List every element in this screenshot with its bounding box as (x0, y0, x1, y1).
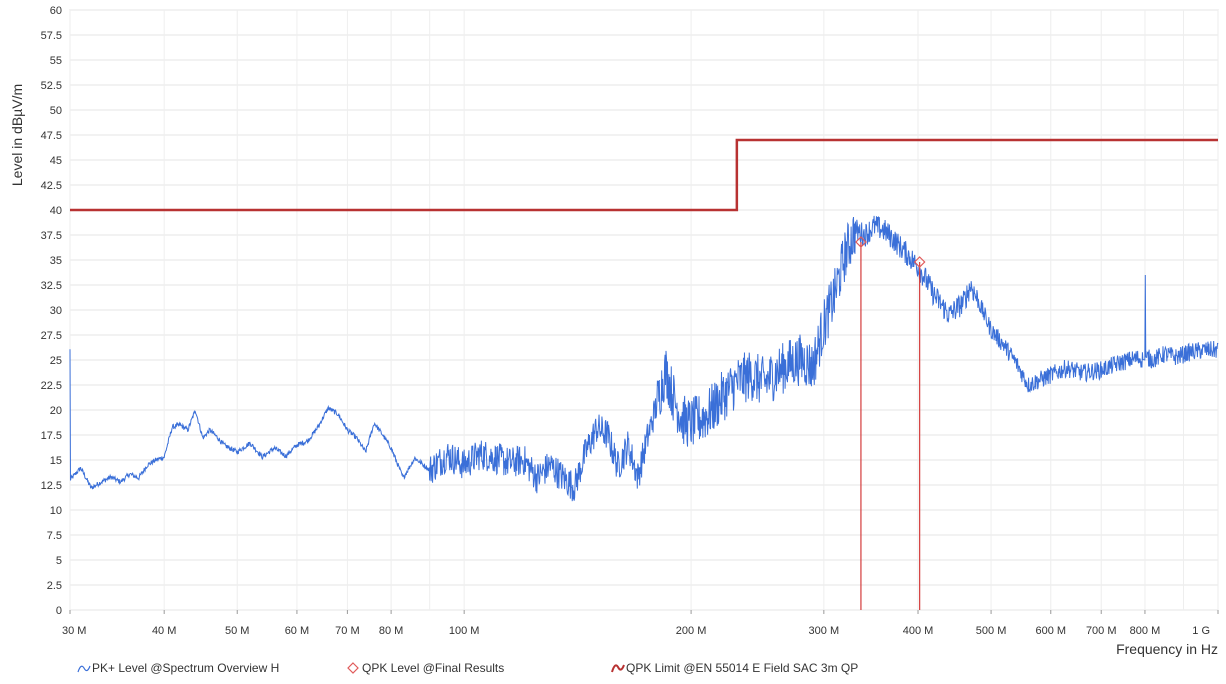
legend-label: QPK Level @Final Results (362, 661, 504, 675)
y-tick-label: 55 (50, 55, 62, 67)
y-tick-label: 7.5 (47, 530, 62, 542)
y-tick-label: 40 (50, 205, 62, 217)
y-tick-label: 57.5 (41, 30, 62, 42)
x-tick-label: 70 M (335, 625, 359, 637)
x-tick-label: 800 M (1130, 625, 1161, 637)
x-tick-label: 700 M (1086, 625, 1117, 637)
y-tick-label: 17.5 (41, 430, 62, 442)
y-tick-label: 60 (50, 5, 62, 17)
y-tick-label: 35 (50, 255, 62, 267)
y-tick-label: 22.5 (41, 380, 62, 392)
y-tick-label: 25 (50, 355, 62, 367)
y-tick-label: 12.5 (41, 480, 62, 492)
y-tick-label: 15 (50, 455, 62, 467)
x-tick-label: 400 M (903, 625, 934, 637)
x-tick-label: 60 M (285, 625, 309, 637)
y-tick-label: 20 (50, 405, 62, 417)
x-axis-title: Frequency in Hz (1116, 641, 1218, 657)
y-tick-label: 30 (50, 305, 62, 317)
y-tick-label: 52.5 (41, 80, 62, 92)
x-tick-label: 80 M (379, 625, 403, 637)
legend-label: PK+ Level @Spectrum Overview H (92, 661, 279, 675)
x-tick-label: 50 M (225, 625, 249, 637)
legend: PK+ Level @Spectrum Overview H QPK Level … (78, 661, 858, 675)
y-tick-label: 27.5 (41, 330, 62, 342)
y-tick-label: 2.5 (47, 580, 62, 592)
y-tick-label: 10 (50, 505, 62, 517)
y-axis-title: Level in dBµV/m (9, 84, 25, 186)
y-tick-label: 50 (50, 105, 62, 117)
x-tick-label: 600 M (1035, 625, 1066, 637)
y-tick-label: 42.5 (41, 180, 62, 192)
x-tick-label: 1 G (1192, 625, 1210, 637)
x-tick-label: 300 M (809, 625, 840, 637)
x-tick-label: 30 M (62, 625, 86, 637)
y-tick-label: 32.5 (41, 280, 62, 292)
y-tick-label: 45 (50, 155, 62, 167)
x-tick-label: 100 M (449, 625, 480, 637)
y-tick-label: 0 (56, 605, 62, 617)
y-tick-label: 37.5 (41, 230, 62, 242)
y-tick-label: 5 (56, 555, 62, 567)
y-tick-label: 47.5 (41, 130, 62, 142)
x-tick-label: 500 M (976, 625, 1007, 637)
legend-label: QPK Limit @EN 55014 E Field SAC 3m QP (626, 661, 858, 675)
x-tick-label: 200 M (676, 625, 707, 637)
x-tick-label: 40 M (152, 625, 176, 637)
